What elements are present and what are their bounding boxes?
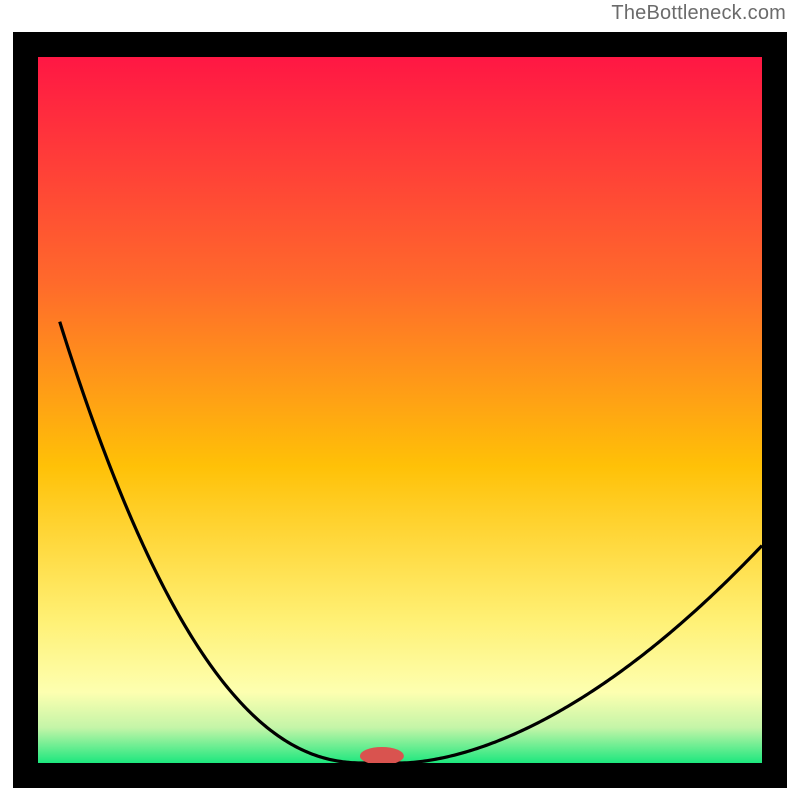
chart-overlay <box>0 0 800 800</box>
bottleneck-curve <box>60 322 762 763</box>
valley-marker <box>360 747 404 765</box>
chart-canvas: TheBottleneck.com <box>0 0 800 800</box>
